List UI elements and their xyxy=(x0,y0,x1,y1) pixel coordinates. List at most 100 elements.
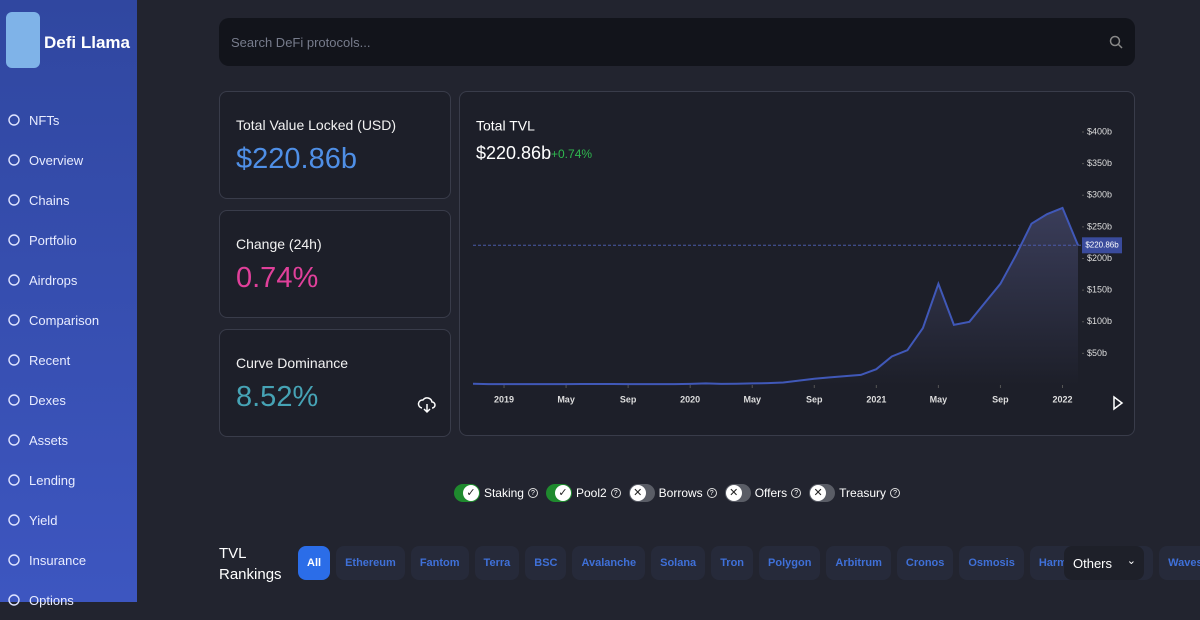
y-tick-label: $50b xyxy=(1087,348,1107,358)
y-tick-label: $200b xyxy=(1087,253,1112,263)
nav-icon xyxy=(8,314,20,326)
nav-icon xyxy=(8,434,20,446)
toggles: ✓ Staking? ✓ Pool2? ✕ Borrows? ✕ Offers? ✕ Treasu… xyxy=(0,484,1200,502)
chart-panel: Total TVL $220.86b +0.74% $50b $100b $150b… xyxy=(459,91,1135,436)
current-badge xyxy=(1082,237,1122,254)
nav-label: Chains xyxy=(29,192,70,208)
nav-item[interactable]: Portfolio xyxy=(0,220,137,260)
chain-chip[interactable]: Arbitrum xyxy=(826,546,891,580)
chart-title: Total TVL xyxy=(476,118,535,134)
x-tick-label: 2021 xyxy=(866,394,886,404)
chips: All Ethereum Fantom Terra BSC Avalanche Solana… xyxy=(298,546,1200,580)
chain-chip[interactable]: Cronos xyxy=(896,546,954,580)
nav-item[interactable]: Airdrops xyxy=(0,260,137,300)
nav-item[interactable]: Recent xyxy=(0,340,137,380)
help-icon: ? xyxy=(791,488,802,498)
dropdown-label: Others xyxy=(1073,556,1113,571)
search-placeholder: Search DeFi protocols... xyxy=(231,35,371,50)
x-tick-label: Sep xyxy=(992,394,1009,404)
x-tick-label: May xyxy=(930,394,948,404)
icon-shape xyxy=(8,114,20,126)
x-tick-label: May xyxy=(557,394,575,404)
toggle[interactable]: ✕ Offers? xyxy=(724,484,802,502)
nav-label: NFTs xyxy=(29,112,60,128)
icon-shape xyxy=(8,354,20,366)
play-button[interactable] xyxy=(1113,395,1124,411)
chain-chip[interactable]: Polygon xyxy=(759,546,821,580)
nav-label: Overview xyxy=(29,152,84,168)
nav-icon xyxy=(8,474,20,486)
toggle-knob: ✕ xyxy=(725,485,742,501)
stat-card: Curve Dominance 8.52% xyxy=(219,329,451,437)
nav-label: Airdrops xyxy=(29,272,78,288)
chain-chip[interactable]: Tron xyxy=(711,546,754,580)
nav-item[interactable]: Insurance xyxy=(0,540,137,580)
nav-icon xyxy=(8,194,20,206)
nav-item[interactable]: Chains xyxy=(0,180,137,220)
chain-chip[interactable]: Waves xyxy=(1159,546,1200,580)
x-tick-label: Sep xyxy=(620,394,637,404)
toggle-switch[interactable]: ✓ xyxy=(453,484,480,502)
toggle-label: Pool2 xyxy=(575,486,607,500)
card-label: Curve Dominance xyxy=(236,355,349,371)
toggle-switch[interactable]: ✓ xyxy=(545,484,572,502)
chart-value: $220.86b xyxy=(476,143,551,163)
icon-shape xyxy=(8,314,20,326)
y-tick-label: $350b xyxy=(1087,158,1112,168)
card-label: Change (24h) xyxy=(236,236,322,252)
sidebar: Defi Llama NFTs Overview Chains Portfolio Ai… xyxy=(0,0,137,608)
nav-item[interactable]: Dexes xyxy=(0,380,137,420)
dropdown[interactable]: Others ⌄ xyxy=(1064,546,1144,580)
nav-label: Assets xyxy=(29,432,69,448)
chain-chip[interactable]: Solana xyxy=(651,546,706,580)
toggle-switch[interactable]: ✕ xyxy=(809,484,836,502)
help-icon: ? xyxy=(527,488,538,498)
icon-shape xyxy=(8,594,20,606)
chain-chip[interactable]: Avalanche xyxy=(572,546,646,580)
nav-icon xyxy=(8,354,20,366)
toggle-label: Staking xyxy=(483,486,524,500)
nav-icon xyxy=(8,554,20,566)
toggle[interactable]: ✓ Staking? xyxy=(453,484,538,502)
toggle[interactable]: ✓ Pool2? xyxy=(545,484,621,502)
toggle-switch[interactable]: ✕ xyxy=(628,484,655,502)
nav-item[interactable]: Assets xyxy=(0,420,137,460)
nav-item[interactable]: Overview xyxy=(0,140,137,180)
nav-label: Yield xyxy=(29,512,58,528)
chain-chip[interactable]: Ethereum xyxy=(336,546,405,580)
chain-chip[interactable]: Terra xyxy=(474,546,520,580)
download-icon[interactable] xyxy=(417,395,437,415)
x-tick-label: 2020 xyxy=(680,394,700,404)
icon-shape xyxy=(8,234,20,246)
nav-item[interactable]: Lending xyxy=(0,460,137,500)
chain-chip[interactable]: Fantom xyxy=(410,546,469,580)
icon-shape xyxy=(8,154,20,166)
toggle-switch[interactable]: ✕ xyxy=(724,484,751,502)
chain-chip[interactable]: Osmosis xyxy=(959,546,1024,580)
nav-item[interactable]: Options xyxy=(0,580,137,620)
toggle[interactable]: ✕ Treasury? xyxy=(809,484,901,502)
current-label: $220.86b xyxy=(1085,240,1119,249)
logo[interactable] xyxy=(6,12,40,68)
search-input[interactable]: Search DeFi protocols... xyxy=(219,18,1135,66)
icon-shape xyxy=(8,514,20,526)
search-icon[interactable] xyxy=(1109,35,1123,49)
y-tick-label: $400b xyxy=(1087,126,1112,136)
toggle-knob: ✓ xyxy=(554,485,571,501)
chain-chip[interactable]: BSC xyxy=(525,546,567,580)
chain-chip[interactable]: All xyxy=(298,546,331,580)
area xyxy=(473,207,1078,385)
nav-label: Recent xyxy=(29,352,71,368)
nav-item[interactable]: Yield xyxy=(0,500,137,540)
nav-icon xyxy=(8,114,20,126)
line xyxy=(472,206,1079,386)
nav-item[interactable]: Comparison xyxy=(0,300,137,340)
toggle[interactable]: ✕ Borrows? xyxy=(628,484,717,502)
toggle-label: Borrows xyxy=(658,486,703,500)
brand[interactable]: Defi Llama xyxy=(44,33,130,52)
toggle-knob: ✕ xyxy=(810,485,827,501)
nav-item[interactable]: NFTs xyxy=(0,100,137,140)
nav-label: Comparison xyxy=(29,312,100,328)
nav-icon xyxy=(8,154,20,166)
